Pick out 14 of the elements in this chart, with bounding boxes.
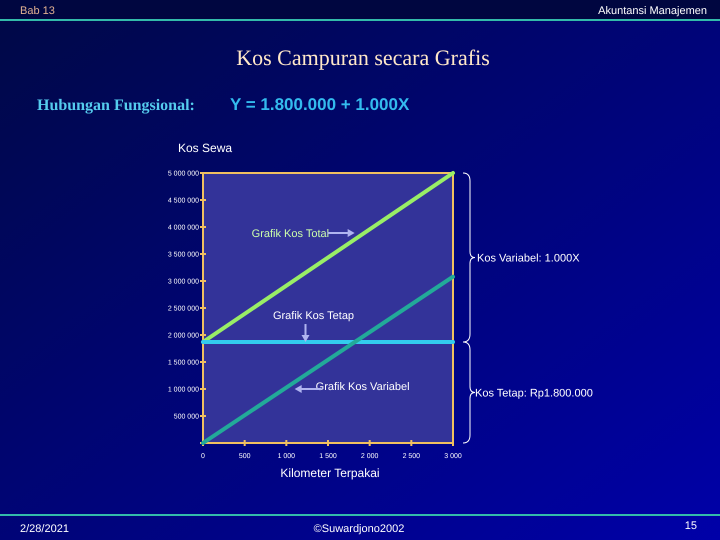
text: Kos Variabel: 1.000X [477, 252, 580, 265]
text: Kos Tetap: Rp1.800.000 [475, 388, 593, 400]
text: Y = 1.800.000 + 1.000X [230, 95, 410, 114]
text: 15 [684, 520, 697, 532]
chart-title: Kos Campuran secara Grafis [236, 45, 490, 70]
text: Bab 13 [20, 5, 55, 17]
chart-subtitle: Hubungan Fungsional: [37, 97, 195, 114]
text: 2/28/2021 [20, 523, 69, 535]
annotation: Grafik Kos Tetap [272, 310, 354, 322]
text: ©Suwardjono2002 [314, 523, 404, 535]
text: Akuntansi Manajemen [598, 5, 707, 17]
annotation: Grafik Kos Total [252, 228, 330, 240]
x-axis-title: Kilometer Terpakai [280, 466, 380, 480]
y-axis-title: Kos Sewa [178, 141, 232, 155]
